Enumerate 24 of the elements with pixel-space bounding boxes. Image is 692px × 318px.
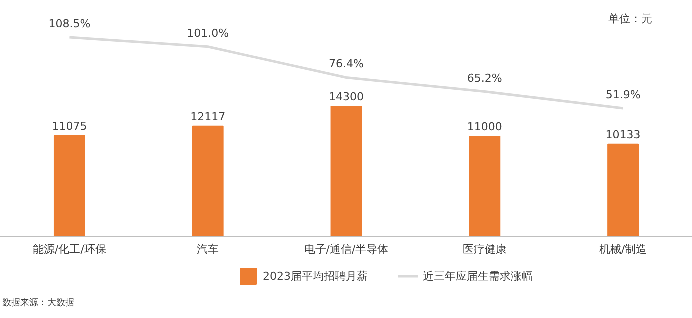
data-label: 14300 <box>329 90 364 104</box>
text: 单位：元 <box>608 12 652 26</box>
bar <box>469 136 501 238</box>
legend-label: 近三年应届生需求涨幅 <box>423 268 533 284</box>
data-label: 65.2% <box>467 72 502 85</box>
data-label: 11000 <box>467 120 502 134</box>
data-label: 101.0% <box>187 26 230 40</box>
x-tick-label: 电子/通信/半导体 <box>304 243 389 256</box>
x-tick-label: 能源/化工/环保 <box>32 243 106 256</box>
data-label: 108.5% <box>48 17 91 30</box>
x-tick-label: 医疗健康 <box>462 243 507 256</box>
bar <box>330 106 362 238</box>
data-label: 11075 <box>52 120 88 133</box>
data-label: 10133 <box>606 128 641 142</box>
bar <box>192 126 224 238</box>
bar <box>54 135 86 238</box>
source-note: 数据来源：大数据 <box>2 298 74 308</box>
x-tick-label: 机械/制造 <box>599 243 648 256</box>
data-label: 12117 <box>190 110 226 124</box>
x-tick-label: 汽车 <box>197 243 220 256</box>
legend-label: 2023届平均招聘月薪 <box>263 268 368 284</box>
bar <box>608 144 640 238</box>
data-label: 51.9% <box>606 88 641 102</box>
data-label: 76.4% <box>329 58 364 71</box>
